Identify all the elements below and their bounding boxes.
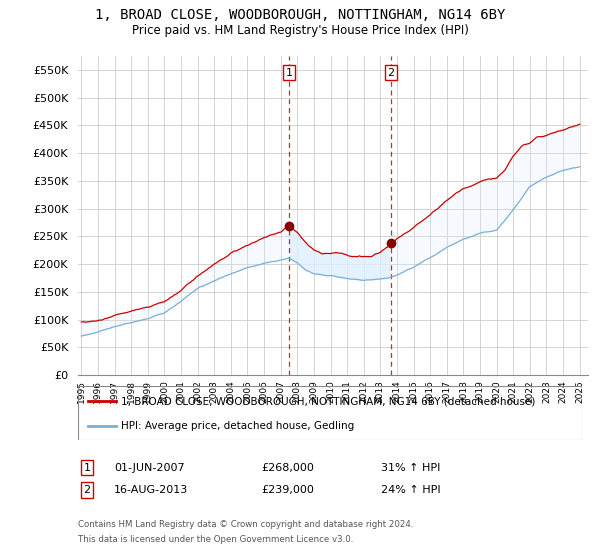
Text: 2: 2 bbox=[83, 485, 91, 495]
Text: 2: 2 bbox=[388, 68, 395, 78]
Text: 16-AUG-2013: 16-AUG-2013 bbox=[114, 485, 188, 495]
Text: Contains HM Land Registry data © Crown copyright and database right 2024.: Contains HM Land Registry data © Crown c… bbox=[78, 520, 413, 529]
Text: 1: 1 bbox=[286, 68, 292, 78]
Text: 24% ↑ HPI: 24% ↑ HPI bbox=[381, 485, 440, 495]
Text: £268,000: £268,000 bbox=[261, 463, 314, 473]
Text: 1, BROAD CLOSE, WOODBOROUGH, NOTTINGHAM, NG14 6BY: 1, BROAD CLOSE, WOODBOROUGH, NOTTINGHAM,… bbox=[95, 8, 505, 22]
Text: HPI: Average price, detached house, Gedling: HPI: Average price, detached house, Gedl… bbox=[121, 421, 354, 431]
Text: 1, BROAD CLOSE, WOODBOROUGH, NOTTINGHAM, NG14 6BY (detached house): 1, BROAD CLOSE, WOODBOROUGH, NOTTINGHAM,… bbox=[121, 396, 535, 407]
Text: 01-JUN-2007: 01-JUN-2007 bbox=[114, 463, 185, 473]
Text: £239,000: £239,000 bbox=[261, 485, 314, 495]
Text: Price paid vs. HM Land Registry's House Price Index (HPI): Price paid vs. HM Land Registry's House … bbox=[131, 24, 469, 36]
Text: 1: 1 bbox=[83, 463, 91, 473]
Text: This data is licensed under the Open Government Licence v3.0.: This data is licensed under the Open Gov… bbox=[78, 535, 353, 544]
Text: 31% ↑ HPI: 31% ↑ HPI bbox=[381, 463, 440, 473]
